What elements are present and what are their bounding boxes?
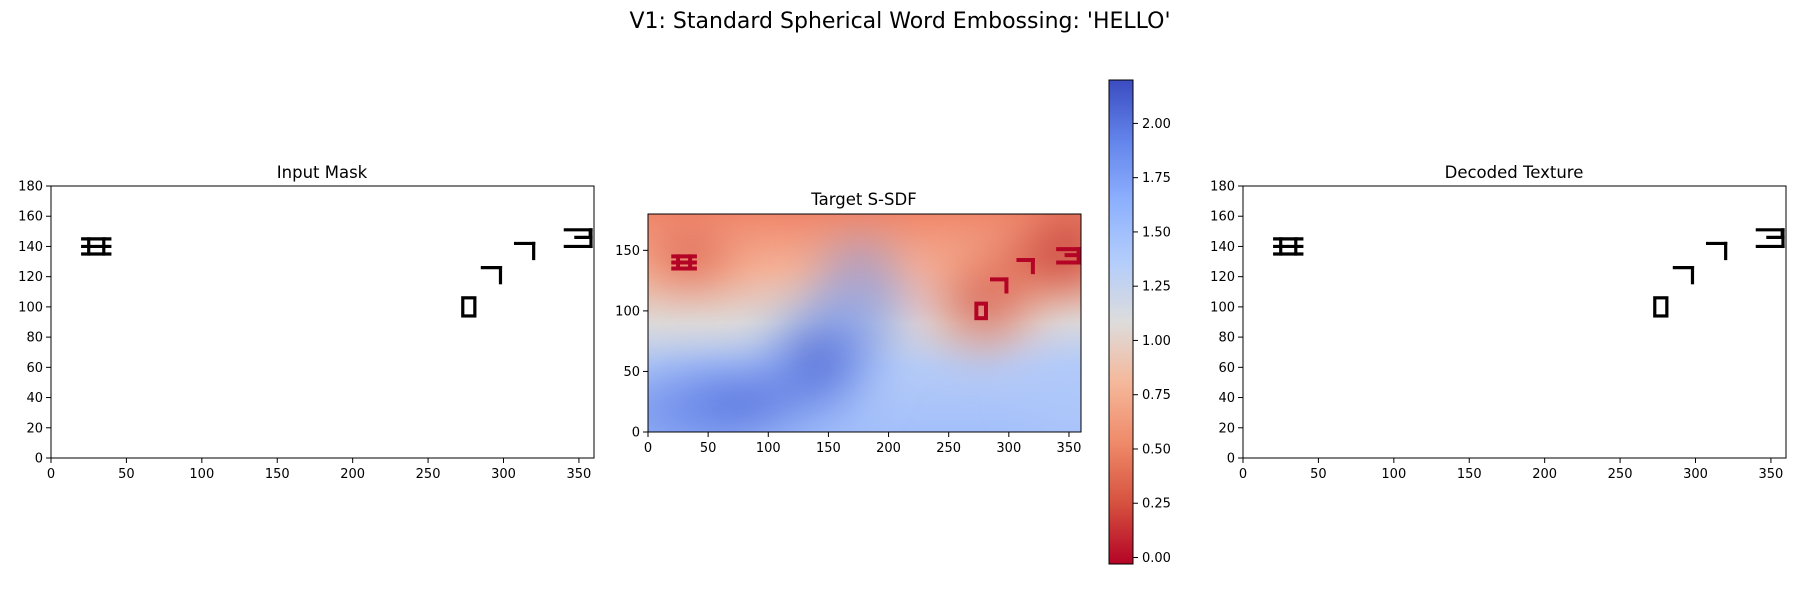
y-tick-label: 150 [615,244,640,259]
x-tick-label: 150 [1457,467,1482,482]
colorbar-gradient [1108,79,1134,565]
plot-area [50,185,595,459]
x-tick-label: 0 [1239,467,1247,482]
y-tick-label: 40 [1218,391,1235,406]
glyph-L-rotated [989,277,1009,294]
colorbar-tick-label: 0.25 [1142,497,1171,512]
glyph-H-rotated [1273,237,1304,256]
x-tick-label: 100 [189,467,214,482]
x-tick-label: 200 [876,441,901,456]
x-axis: 0 50 100 150 200 250 300 350 [644,432,1082,456]
y-tick-label: 180 [18,180,43,195]
y-tick-label: 160 [18,210,43,225]
glyph-L-rotated [1672,266,1695,285]
colorbar-tick-label: 1.50 [1142,225,1171,240]
panel-title: Target S-SDF [810,190,916,209]
x-tick-label: 100 [1381,467,1406,482]
y-tick-label: 80 [1218,331,1235,346]
y-tick-label: 140 [1210,240,1235,255]
glyph-O [1653,296,1669,318]
y-tick-label: 160 [1210,210,1235,225]
colorbar-ticks: 0.00 0.25 0.50 0.75 1.00 1.25 1.50 1.75 2.00 [1133,117,1171,566]
y-tick-label: 80 [26,331,43,346]
x-tick-label: 0 [644,441,652,456]
x-tick-label: 300 [1683,467,1708,482]
x-tick-label: 300 [996,441,1021,456]
panel-target-sdf: Target S-SDF 0 50 100 150 200 250 300 350 0 50 10… [615,190,1082,456]
y-tick-label: 20 [26,421,43,436]
glyph-layer [1273,228,1785,318]
y-axis: 0 20 40 60 80 100 120 140 160 180 [18,180,51,467]
sdf-field [648,214,1081,432]
x-tick-label: 200 [1532,467,1557,482]
x-tick-label: 50 [1310,467,1327,482]
panel-decoded-texture: Decoded Texture 0 50 100 150 200 250 300 350 0 2… [1210,163,1787,482]
glyph-H-rotated [671,254,697,271]
glyph-layer [81,228,593,318]
x-tick-label: 0 [47,467,55,482]
glyph-L-rotated [1705,241,1728,261]
y-tick-label: 0 [35,452,43,467]
x-tick-label: 300 [491,467,516,482]
glyph-layer [671,247,1081,321]
plot-area [1242,185,1787,459]
x-tick-label: 50 [118,467,135,482]
y-tick-label: 140 [18,240,43,255]
y-tick-label: 120 [1210,270,1235,285]
x-tick-label: 350 [1057,441,1082,456]
colorbar-tick-label: 0.50 [1142,442,1171,457]
glyph-L-rotated [513,241,536,261]
x-tick-label: 100 [756,441,781,456]
glyph-H-rotated [81,237,112,256]
glyph-L-rotated [1016,258,1035,275]
x-tick-label: 250 [416,467,441,482]
glyph-E-rotated [1056,247,1081,265]
y-tick-label: 100 [18,300,43,315]
y-axis: 0 20 40 60 80 100 120 140 160 180 [1210,180,1243,467]
colorbar-tick-label: 1.00 [1142,334,1171,349]
x-axis: 0 50 100 150 200 250 300 350 [47,458,591,482]
figure-title: V1: Standard Spherical Word Embossing: '… [629,9,1170,34]
x-tick-label: 250 [1608,467,1633,482]
x-axis: 0 50 100 150 200 250 300 350 [1239,458,1783,482]
colorbar-tick-label: 2.00 [1142,117,1171,132]
x-tick-label: 150 [265,467,290,482]
colorbar-tick-label: 0.75 [1142,388,1171,403]
y-axis: 0 50 100 150 [615,244,648,441]
y-tick-label: 20 [1218,421,1235,436]
y-tick-label: 0 [1227,452,1235,467]
colorbar: 0.00 0.25 0.50 0.75 1.00 1.25 1.50 1.75 2.00 [1108,79,1171,566]
y-tick-label: 60 [26,361,43,376]
y-tick-label: 0 [632,426,640,441]
glyph-O [461,296,477,318]
glyph-L-rotated [480,266,503,285]
y-tick-label: 40 [26,391,43,406]
x-tick-label: 150 [816,441,841,456]
colorbar-tick-label: 1.75 [1142,171,1171,186]
y-tick-label: 100 [615,304,640,319]
y-tick-label: 50 [623,365,640,380]
plot-area [647,213,1082,433]
x-tick-label: 350 [567,467,592,482]
colorbar-tick-label: 1.25 [1142,280,1171,295]
panel-title: Decoded Texture [1445,163,1584,182]
y-tick-label: 60 [1218,361,1235,376]
x-tick-label: 350 [1759,467,1784,482]
glyph-O [974,301,988,321]
y-tick-label: 100 [1210,300,1235,315]
x-tick-label: 50 [700,441,717,456]
y-tick-label: 180 [1210,180,1235,195]
panel-input-mask: Input Mask 0 50 100 150 200 250 300 350 0 20 40 60… [18,163,595,482]
x-tick-label: 200 [340,467,365,482]
colorbar-tick-label: 0.00 [1142,551,1171,566]
x-tick-label: 250 [936,441,961,456]
panel-title: Input Mask [277,163,368,182]
y-tick-label: 120 [18,270,43,285]
